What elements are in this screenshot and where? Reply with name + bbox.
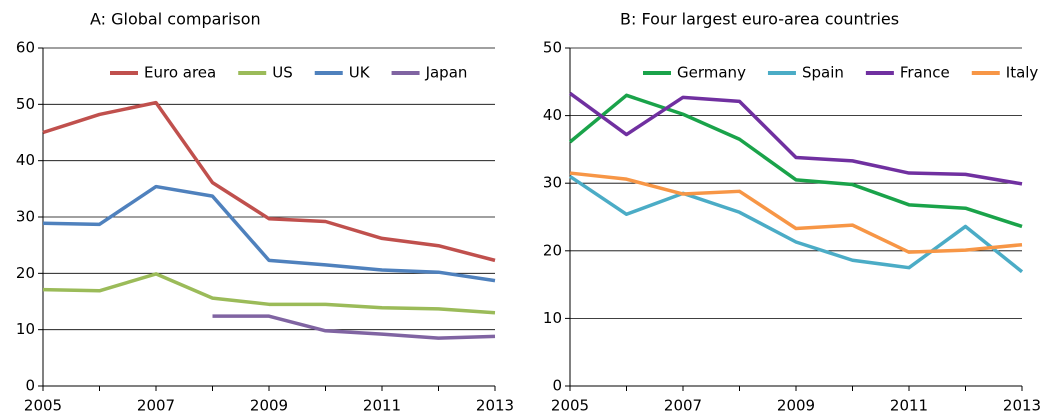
y-tick-label: 20 xyxy=(543,241,562,259)
line-series xyxy=(568,93,1023,229)
line-series xyxy=(569,174,1024,274)
x-tick-label: 2007 xyxy=(137,397,175,415)
y-tick-label: 40 xyxy=(16,151,35,169)
y-tick-label: 50 xyxy=(16,95,35,113)
chart-title: A: Global comparison xyxy=(90,10,261,29)
line-series xyxy=(212,314,496,340)
x-tick-label: 2009 xyxy=(777,397,815,415)
line-series xyxy=(42,100,496,263)
x-tick-label: 2011 xyxy=(363,397,401,415)
x-tick-label: 2005 xyxy=(24,397,62,415)
x-tick-label: 2005 xyxy=(551,397,589,415)
line-series xyxy=(42,272,496,315)
x-tick-label: 2009 xyxy=(250,397,288,415)
x-tick-label: 2013 xyxy=(1003,397,1041,415)
y-tick-label: 60 xyxy=(16,39,35,57)
legend-label: Italy xyxy=(1006,64,1039,82)
y-tick-label: 10 xyxy=(543,309,562,327)
legend-label: France xyxy=(900,64,950,82)
y-tick-label: 40 xyxy=(543,106,562,124)
y-tick-label: 30 xyxy=(543,174,562,192)
legend-label: Germany xyxy=(677,64,746,82)
legend-label: Japan xyxy=(425,64,468,82)
legend-label: UK xyxy=(349,64,371,82)
x-tick-label: 2011 xyxy=(890,397,928,415)
y-tick-label: 30 xyxy=(16,208,35,226)
legend-label: Spain xyxy=(802,64,844,82)
chart-title: B: Four largest euro-area countries xyxy=(620,10,899,29)
y-tick-label: 10 xyxy=(16,320,35,338)
legend-label: US xyxy=(272,64,293,82)
line-series xyxy=(42,184,496,283)
line-series xyxy=(568,91,1023,186)
line-series xyxy=(569,171,1023,254)
y-tick-label: 50 xyxy=(543,39,562,57)
y-tick-label: 20 xyxy=(16,264,35,282)
y-tick-label: 0 xyxy=(552,377,562,395)
y-tick-label: 0 xyxy=(25,377,35,395)
x-tick-label: 2007 xyxy=(664,397,702,415)
legend-label: Euro area xyxy=(144,64,216,82)
x-tick-label: 2013 xyxy=(476,397,514,415)
